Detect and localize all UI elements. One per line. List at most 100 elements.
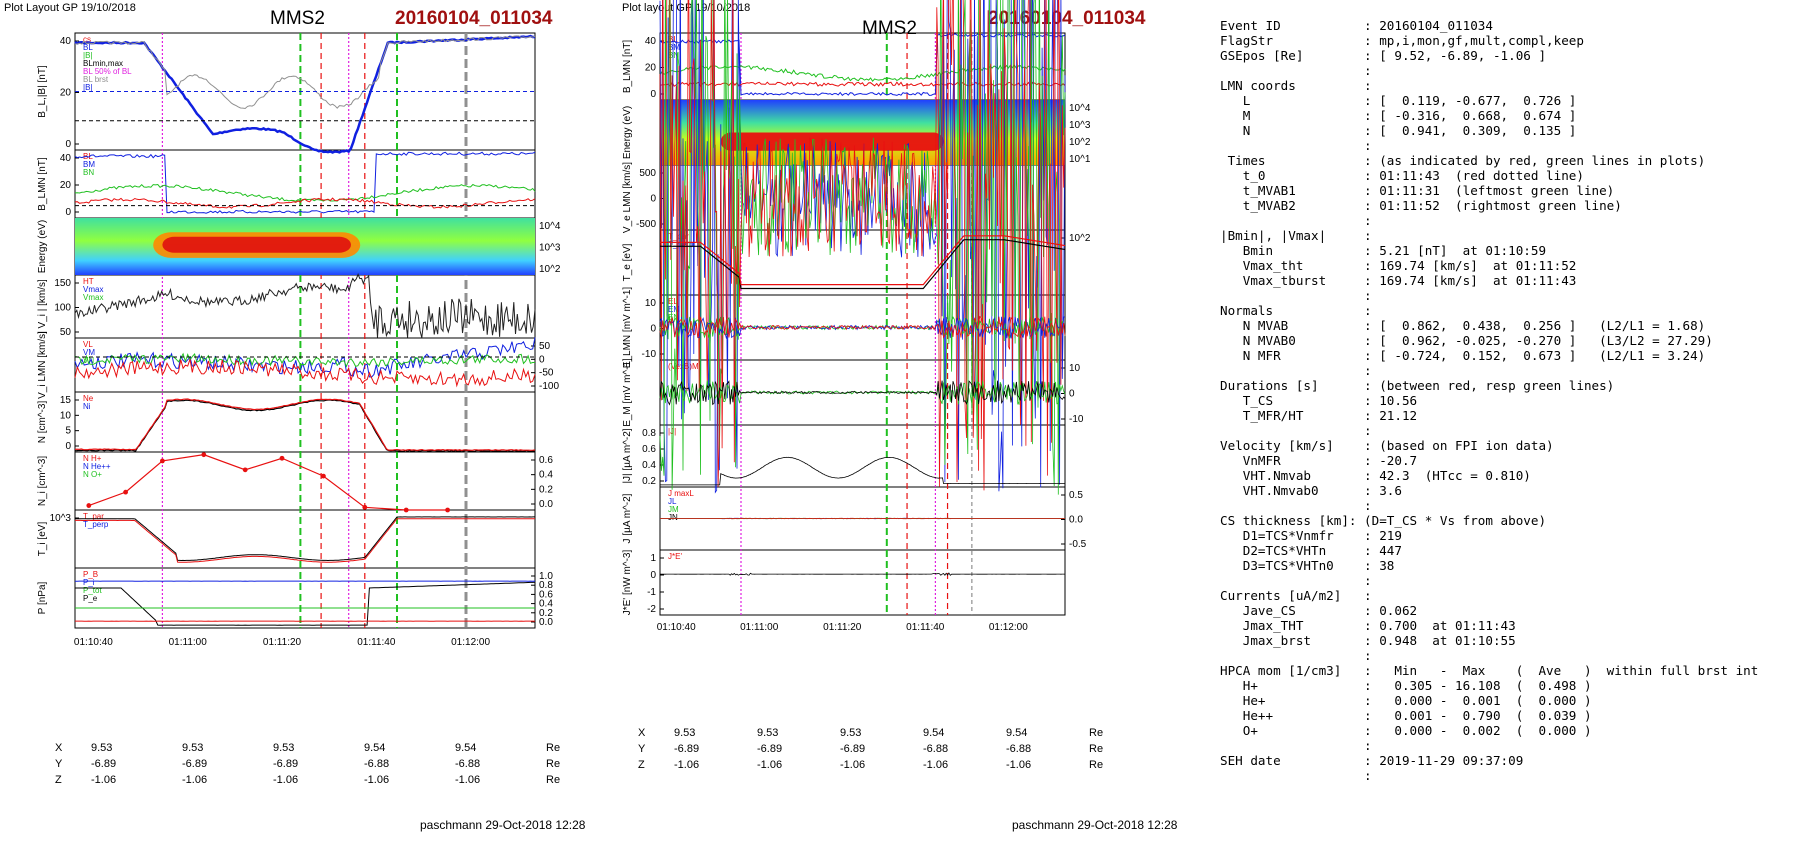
summary-line: M : [ -0.316, 0.668, 0.674 ] bbox=[1220, 108, 1577, 123]
left-legend-entry: BL brst bbox=[83, 75, 109, 84]
middle-tick-label: 0.6 bbox=[642, 444, 656, 455]
position-value: -1.06 bbox=[923, 759, 949, 771]
left-tick-label: 100 bbox=[54, 303, 71, 314]
left-legend-entry: |B| bbox=[83, 83, 93, 92]
left-rtick-label: 0.0 bbox=[539, 617, 553, 628]
position-value: -6.88 bbox=[455, 758, 481, 770]
left-panel-ylabel: T_i [eV] bbox=[37, 522, 48, 557]
summary-line: : bbox=[1220, 288, 1372, 303]
middle-panel-ylabel: E_LMN [mV m^-1] bbox=[622, 287, 633, 369]
middle-rtick-label: -0.5 bbox=[1069, 539, 1087, 550]
left-legend-entry: Ne bbox=[83, 394, 94, 403]
middle-legend-entry: JN bbox=[668, 513, 678, 522]
middle-rtick-label: 10^1 bbox=[1069, 154, 1091, 165]
summary-line: VnMFR : -20.7 bbox=[1220, 453, 1418, 468]
position-unit: Re bbox=[546, 758, 561, 770]
middle-figure-title: MMS2 bbox=[862, 18, 917, 39]
position-value: 9.53 bbox=[91, 742, 113, 754]
position-row: Z -1.06 -1.06 -1.06 -1.06 -1.06 Re bbox=[55, 772, 560, 788]
summary-line: : bbox=[1220, 63, 1372, 78]
middle-tick-label: 0.2 bbox=[642, 476, 656, 487]
position-value: 9.54 bbox=[923, 727, 945, 739]
left-legend-entry: N H+ bbox=[83, 454, 102, 463]
left-btotal-series bbox=[75, 35, 536, 110]
position-value: -1.06 bbox=[840, 759, 866, 771]
position-unit: Re bbox=[1089, 743, 1104, 755]
left-panel-ylabel: | V_i | [km/s] bbox=[37, 279, 48, 334]
middle-ve-series bbox=[659, 0, 1066, 491]
middle-spectro-core-band bbox=[720, 132, 944, 151]
middle-legend-entry: BN bbox=[668, 51, 679, 60]
middle-legend-entry: JM bbox=[668, 505, 679, 514]
summary-line: : bbox=[1220, 648, 1372, 663]
left-tick-label: 0 bbox=[65, 207, 71, 218]
left-legend-entry: N He++ bbox=[83, 462, 111, 471]
summary-line: CS thickness [km]: (D=T_CS * Vs from abo… bbox=[1220, 513, 1547, 528]
left-panel-ylabel: N_i [cm^-3] bbox=[37, 456, 48, 506]
middle-tick-label: 0 bbox=[650, 570, 656, 581]
summary-line: t_MVAB2 : 01:11:52 (rightmost green line… bbox=[1220, 198, 1622, 213]
summary-line: Jave_CS : 0.062 bbox=[1220, 603, 1418, 618]
left-legend-entry: BLmin,max bbox=[83, 59, 123, 68]
middle-panel-ylabel: E_M [mV m^-1] bbox=[622, 358, 633, 427]
left-time-tick-label: 01:11:00 bbox=[169, 637, 208, 648]
left-rtick-label: 0.2 bbox=[539, 608, 553, 619]
left-tick-label: 10^3 bbox=[50, 513, 72, 524]
summary-line: D2=TCS*VHTn : 447 bbox=[1220, 543, 1402, 558]
summary-line: Jmax_brst : 0.948 at 01:10:55 bbox=[1220, 633, 1516, 648]
middle-panel-ylabel: J*E' [nW m^-3] bbox=[622, 550, 633, 616]
left-tick-label: 0 bbox=[65, 139, 71, 150]
left-panel-ylabel: V_i LMN [km/s] bbox=[37, 331, 48, 399]
left-tick-label: 10 bbox=[60, 410, 72, 421]
position-value: -6.88 bbox=[923, 743, 949, 755]
left-figure-header: Plot Layout GP 19/10/2018 bbox=[4, 2, 136, 14]
position-unit: Re bbox=[1089, 727, 1104, 739]
summary-line: N : [ 0.941, 0.309, 0.135 ] bbox=[1220, 123, 1577, 138]
left-legend-entry: Vmax bbox=[83, 293, 103, 302]
left-tick-label: 40 bbox=[60, 153, 72, 164]
left-rtick-label: 0.6 bbox=[539, 589, 553, 600]
position-value: 9.53 bbox=[757, 727, 779, 739]
summary-line: Durations [s] : (between red, resp green… bbox=[1220, 378, 1615, 393]
middle-figure-footer: paschmann 29-Oct-2018 12:28 bbox=[1012, 818, 1178, 832]
middle-rtick-label: 10^3 bbox=[1069, 120, 1091, 131]
position-value: 9.53 bbox=[273, 742, 295, 754]
position-row: Y -6.89 -6.89 -6.89 -6.88 -6.88 Re bbox=[638, 741, 1103, 757]
left-rtick-label: -100 bbox=[539, 381, 559, 392]
summary-line: SEH date : 2019-11-29 09:37:09 bbox=[1220, 753, 1524, 768]
summary-line: T_CS : 10.56 bbox=[1220, 393, 1418, 408]
position-label: Y bbox=[638, 743, 646, 755]
left-panel-ylabel: Energy (eV) bbox=[37, 220, 48, 273]
left-figure-title: MMS2 bbox=[270, 8, 325, 29]
middle-rtick-label: 10^2 bbox=[1069, 137, 1091, 148]
middle-panel-ylabel: Energy (eV) bbox=[622, 106, 633, 159]
middle-time-tick-label: 01:10:40 bbox=[657, 622, 696, 633]
left-vi-series bbox=[74, 273, 536, 338]
left-rtick-label: 0.2 bbox=[539, 484, 553, 495]
left-ni-hpca-point bbox=[445, 507, 450, 513]
summary-line: : bbox=[1220, 498, 1372, 513]
left-tick-label: 20 bbox=[60, 88, 72, 99]
middle-tick-label: -10 bbox=[642, 349, 657, 360]
position-value: 9.53 bbox=[182, 742, 204, 754]
position-value: -6.89 bbox=[840, 743, 866, 755]
middle-tick-label: 20 bbox=[645, 63, 657, 74]
left-ni-hpca-point bbox=[362, 504, 368, 510]
position-value: -1.06 bbox=[757, 759, 783, 771]
middle-rtick-label: 10^4 bbox=[1069, 103, 1091, 114]
middle-time-tick-label: 01:11:20 bbox=[823, 622, 862, 633]
left-legend-entry: P_e bbox=[83, 594, 98, 603]
position-label: Z bbox=[638, 759, 645, 771]
left-rtick-label: 10^4 bbox=[539, 221, 561, 232]
left-ne-series bbox=[74, 399, 536, 453]
position-label: Y bbox=[55, 758, 63, 770]
middle-panel-frame bbox=[659, 549, 1066, 616]
summary-line: FlagStr : mp,i,mon,gf,mult,compl,keep bbox=[1220, 33, 1584, 48]
middle-legend-entry: T_par bbox=[668, 232, 689, 241]
summary-line: N MFR : [ -0.724, 0.152, 0.673 ] (L2/L1 … bbox=[1220, 348, 1706, 363]
summary-line: Velocity [km/s] : (based on FPI ion data… bbox=[1220, 438, 1554, 453]
left-legend-entry: cs bbox=[83, 35, 91, 44]
middle-figure-header: Plot layout GP 19/10/2018 bbox=[622, 2, 751, 14]
